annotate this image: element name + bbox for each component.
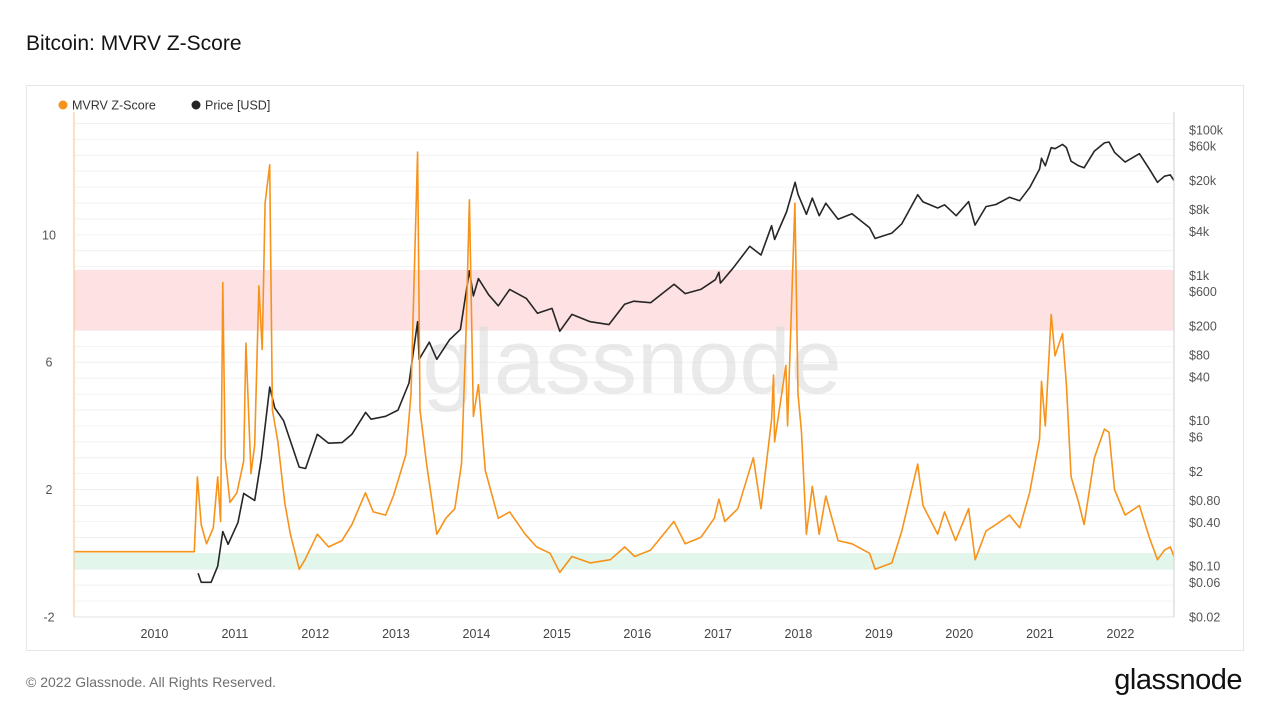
y-right-tick-label: $1k [1189, 269, 1210, 283]
x-tick-label: 2019 [865, 627, 893, 641]
page-title: Bitcoin: MVRV Z-Score [26, 32, 242, 55]
series-line-mvrv [74, 151, 1175, 574]
y-right-tick-label: $200 [1189, 320, 1217, 334]
watermark: glassnode [422, 311, 841, 413]
x-tick-label: 2010 [141, 627, 169, 641]
y-left-tick-label: 2 [46, 483, 53, 497]
y-right-tick-label: $0.80 [1189, 494, 1220, 508]
mvrv-chart: MVRV Z-Score Price [USD] glassnode 10 6 2 -… [42, 99, 1224, 642]
legend-label-mvrv: MVRV Z-Score [72, 99, 156, 113]
legend-swatch-price [191, 100, 201, 110]
x-tick-label: 2013 [382, 627, 410, 641]
x-tick-label: 2015 [543, 627, 571, 641]
y-right-tick-label: $100k [1189, 123, 1224, 137]
y-right-tick-label: $80 [1189, 349, 1210, 363]
legend-label-price: Price [USD] [205, 99, 270, 113]
legend-swatch-mvrv [58, 100, 68, 110]
chart-card: MVRV Z-Score Price [USD] glassnode 10 6 2 -… [26, 85, 1244, 651]
series [74, 141, 1175, 584]
series-line-price [197, 141, 1175, 584]
x-tick-label: 2021 [1026, 627, 1054, 641]
x-tick-label: 2014 [463, 627, 491, 641]
y-right-tick-label: $20k [1189, 174, 1217, 188]
band-1 [74, 553, 1174, 570]
y-left-tick-label: -2 [43, 611, 54, 625]
x-tick-label: 2016 [623, 627, 651, 641]
x-tick-label: 2017 [704, 627, 732, 641]
y-right-tick-label: $4k [1189, 225, 1210, 239]
y-right-tick-label: $0.40 [1189, 516, 1220, 530]
y-right-tick-label: $0.10 [1189, 560, 1220, 574]
y-right-tick-label: $10 [1189, 414, 1210, 428]
y-right-tick-label: $600 [1189, 285, 1217, 299]
legend-item-price[interactable]: Price [USD] [191, 99, 271, 113]
copyright-text: © 2022 Glassnode. All Rights Reserved. [26, 674, 277, 690]
x-tick-label: 2022 [1107, 627, 1135, 641]
y-right-tick-label: $0.02 [1189, 611, 1220, 625]
legend-item-mvrv[interactable]: MVRV Z-Score [58, 99, 156, 113]
x-tick-label: 2012 [301, 627, 329, 641]
y-right-tick-label: $2 [1189, 465, 1203, 479]
axes: 10 6 2 -2 $100k $60k $20k $8k $4k $1k $600 $200 $80 $… [42, 112, 1224, 641]
y-left-tick-label: 10 [42, 228, 56, 242]
glassnode-logo: glassnode [1114, 664, 1242, 696]
legend: MVRV Z-Score Price [USD] [58, 99, 271, 113]
y-right-tick-label: $8k [1189, 203, 1210, 217]
y-left-tick-label: 6 [46, 356, 53, 370]
y-right-tick-label: $0.06 [1189, 576, 1220, 590]
x-tick-label: 2018 [785, 627, 813, 641]
x-tick-label: 2020 [945, 627, 973, 641]
y-right-tick-label: $60k [1189, 139, 1217, 153]
grid-lines [74, 123, 1174, 618]
y-right-tick-label: $6 [1189, 430, 1203, 444]
x-tick-label: 2011 [221, 627, 248, 641]
y-right-tick-label: $40 [1189, 370, 1210, 384]
